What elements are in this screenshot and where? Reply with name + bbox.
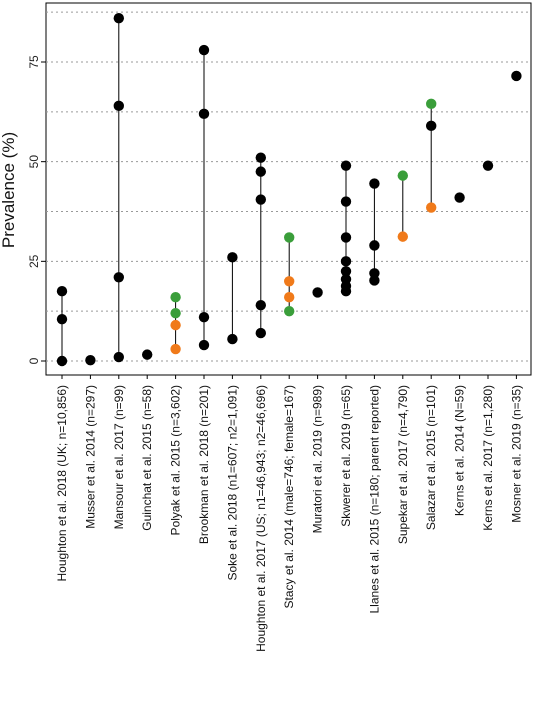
gridlines bbox=[46, 11, 531, 362]
data-point bbox=[255, 152, 266, 163]
category-label: Soke et al. 2018 (n1=607; n2=1,091) bbox=[225, 385, 239, 581]
data-point bbox=[340, 160, 352, 171]
data-point bbox=[170, 307, 181, 319]
data-point bbox=[397, 170, 408, 181]
data-point bbox=[255, 194, 266, 205]
plot-border bbox=[45, 2, 532, 376]
data-point bbox=[426, 98, 437, 110]
y-axis-title: Prevalence (%) bbox=[0, 132, 18, 248]
data-point bbox=[198, 108, 210, 120]
data-point bbox=[369, 268, 380, 279]
data-point bbox=[170, 343, 181, 355]
category-label: Guinchat et al. 2015 (n=58) bbox=[140, 385, 154, 531]
y-axis: 0 25 50 75 bbox=[27, 55, 46, 364]
range-lines bbox=[61, 18, 432, 361]
data-point bbox=[198, 44, 210, 56]
data-point bbox=[426, 120, 437, 131]
category-label: Polyak et al. 2015 (n=3,602) bbox=[169, 385, 183, 535]
category-label: Muratori et al. 2019 (n=989) bbox=[311, 385, 325, 533]
y-tick-label: 75 bbox=[27, 55, 41, 69]
data-point bbox=[369, 275, 380, 286]
data-point bbox=[255, 299, 266, 311]
data-point bbox=[397, 231, 408, 242]
data-point bbox=[113, 351, 125, 363]
data-point bbox=[369, 240, 380, 251]
data-point bbox=[511, 70, 522, 82]
data-point bbox=[340, 196, 352, 207]
category-label: Brookman et al. 2018 (n=201) bbox=[197, 385, 211, 544]
data-points bbox=[56, 12, 522, 367]
category-label: Houghton et al. 2017 (US; n1=46,943; n2=… bbox=[254, 385, 268, 652]
data-point bbox=[227, 252, 238, 263]
data-point bbox=[340, 256, 352, 267]
category-label: Kerns et al. 2014 (N=59) bbox=[453, 385, 467, 516]
data-point bbox=[170, 292, 181, 303]
data-point bbox=[56, 286, 68, 297]
data-point bbox=[56, 355, 68, 367]
data-point bbox=[340, 232, 352, 243]
category-label: Houghton et al. 2018 (UK; n=10,856) bbox=[55, 385, 69, 581]
data-point bbox=[198, 311, 210, 323]
data-point bbox=[454, 192, 465, 203]
category-label: Supekar et al. 2017 (n=4,790) bbox=[396, 385, 410, 544]
data-point bbox=[340, 266, 352, 277]
category-label: Stacy et al. 2014 (male=746; female=167) bbox=[282, 385, 296, 608]
data-point bbox=[198, 339, 210, 351]
data-point bbox=[56, 313, 68, 325]
data-point bbox=[113, 12, 125, 24]
category-label: Mosner et al. 2019 (n=35) bbox=[509, 385, 523, 523]
data-point bbox=[142, 349, 153, 360]
data-point bbox=[255, 327, 266, 339]
category-label: Mansour et al. 2017 (n=99) bbox=[112, 385, 126, 529]
data-point bbox=[369, 178, 380, 189]
data-point bbox=[284, 232, 295, 243]
data-point bbox=[426, 202, 437, 213]
x-axis-labels: Houghton et al. 2018 (UK; n=10,856) Musse… bbox=[55, 375, 523, 652]
category-label: Skwerer et al. 2019 (n=65) bbox=[339, 385, 353, 527]
category-label: Salazar et al. 2015 (n=101) bbox=[424, 385, 438, 530]
data-point bbox=[284, 276, 295, 287]
data-point bbox=[85, 355, 96, 366]
data-point bbox=[340, 286, 352, 297]
y-tick-label: 50 bbox=[27, 155, 41, 169]
data-point bbox=[227, 333, 238, 345]
y-tick-label: 0 bbox=[27, 357, 41, 364]
category-label: Musser et al. 2014 (n=297) bbox=[83, 385, 97, 529]
y-tick-label: 25 bbox=[27, 254, 41, 268]
data-point bbox=[113, 100, 125, 112]
data-point bbox=[284, 292, 295, 303]
data-point bbox=[170, 319, 181, 331]
data-point bbox=[312, 287, 323, 298]
category-label: Llanes et al. 2015 (n=180; parent report… bbox=[367, 385, 381, 614]
category-label: Kerns et al. 2017 (n=1,280) bbox=[481, 385, 495, 531]
data-point bbox=[284, 305, 295, 317]
data-point bbox=[113, 272, 125, 283]
data-point bbox=[255, 166, 266, 177]
data-point bbox=[482, 160, 494, 171]
